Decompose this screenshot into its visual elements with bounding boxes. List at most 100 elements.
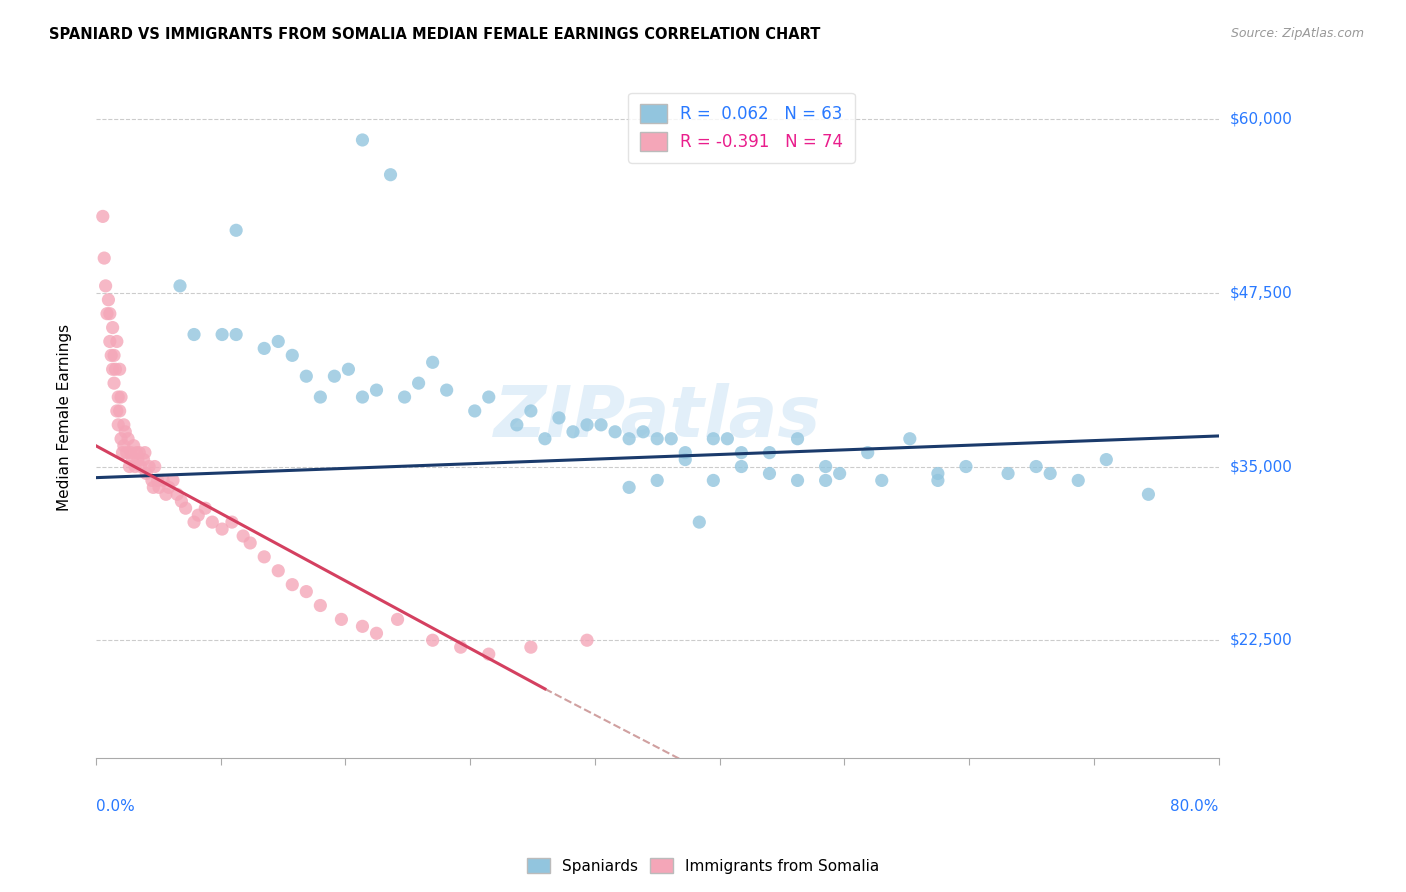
Text: $35,000: $35,000 — [1230, 459, 1292, 474]
Point — [201, 515, 224, 529]
Text: SPANIARD VS IMMIGRANTS FROM SOMALIA MEDIAN FEMALE EARNINGS CORRELATION CHART: SPANIARD VS IMMIGRANTS FROM SOMALIA MEDI… — [49, 27, 821, 42]
Point — [108, 404, 131, 418]
Legend: R =  0.062   N = 63, R = -0.391   N = 74: R = 0.062 N = 63, R = -0.391 N = 74 — [628, 93, 855, 162]
Point — [589, 417, 612, 432]
Point — [100, 348, 122, 362]
Point — [534, 432, 557, 446]
Point — [121, 452, 143, 467]
Point — [155, 487, 177, 501]
Point — [856, 445, 879, 459]
Point — [267, 564, 290, 578]
Point — [96, 307, 118, 321]
Point — [225, 223, 247, 237]
Point — [786, 432, 808, 446]
Point — [107, 417, 129, 432]
Text: 80.0%: 80.0% — [1170, 799, 1219, 814]
Point — [110, 390, 132, 404]
Point — [157, 480, 180, 494]
Point — [187, 508, 209, 523]
Point — [118, 459, 141, 474]
Point — [758, 467, 780, 481]
Point — [828, 467, 851, 481]
Point — [108, 362, 131, 376]
Point — [730, 445, 752, 459]
Point — [422, 355, 444, 369]
Point — [758, 445, 780, 459]
Point — [146, 474, 169, 488]
Point — [716, 432, 738, 446]
Point — [702, 432, 724, 446]
Point — [98, 334, 121, 349]
Point — [225, 327, 247, 342]
Text: $22,500: $22,500 — [1230, 632, 1292, 648]
Point — [603, 425, 626, 439]
Point — [124, 459, 146, 474]
Point — [112, 439, 135, 453]
Point — [786, 474, 808, 488]
Point — [323, 369, 346, 384]
Point — [478, 390, 501, 404]
Point — [387, 612, 409, 626]
Point — [97, 293, 120, 307]
Point — [366, 626, 388, 640]
Point — [617, 480, 640, 494]
Point — [221, 515, 243, 529]
Point — [450, 640, 472, 655]
Point — [94, 278, 117, 293]
Point — [117, 432, 139, 446]
Point — [127, 452, 149, 467]
Point — [422, 633, 444, 648]
Point — [267, 334, 290, 349]
Point — [898, 432, 921, 446]
Point — [232, 529, 254, 543]
Point — [162, 474, 184, 488]
Point — [110, 432, 132, 446]
Point — [281, 577, 304, 591]
Point — [659, 432, 682, 446]
Y-axis label: Median Female Earnings: Median Female Earnings — [58, 325, 72, 511]
Point — [253, 549, 276, 564]
Point — [132, 452, 155, 467]
Point — [814, 474, 837, 488]
Point — [352, 619, 374, 633]
Point — [814, 459, 837, 474]
Point — [436, 383, 458, 397]
Point — [183, 327, 205, 342]
Point — [122, 439, 145, 453]
Point — [143, 459, 166, 474]
Point — [114, 425, 136, 439]
Point — [134, 445, 156, 459]
Point — [135, 467, 157, 481]
Text: $60,000: $60,000 — [1230, 112, 1292, 127]
Point — [93, 251, 115, 265]
Point — [295, 584, 318, 599]
Point — [169, 278, 191, 293]
Point — [1137, 487, 1160, 501]
Point — [211, 327, 233, 342]
Point — [101, 362, 124, 376]
Point — [955, 459, 977, 474]
Point — [183, 515, 205, 529]
Point — [105, 334, 128, 349]
Point — [520, 404, 543, 418]
Point — [120, 445, 142, 459]
Point — [927, 474, 949, 488]
Point — [138, 459, 160, 474]
Point — [673, 452, 696, 467]
Point — [617, 432, 640, 446]
Point — [1025, 459, 1047, 474]
Point — [645, 432, 668, 446]
Point — [128, 445, 150, 459]
Point — [253, 342, 276, 356]
Point — [394, 390, 416, 404]
Point — [408, 376, 430, 391]
Point — [107, 390, 129, 404]
Point — [330, 612, 353, 626]
Point — [380, 168, 402, 182]
Point — [520, 640, 543, 655]
Point — [366, 383, 388, 397]
Text: $47,500: $47,500 — [1230, 285, 1292, 301]
Legend: Spaniards, Immigrants from Somalia: Spaniards, Immigrants from Somalia — [520, 852, 886, 880]
Point — [576, 633, 599, 648]
Point — [673, 445, 696, 459]
